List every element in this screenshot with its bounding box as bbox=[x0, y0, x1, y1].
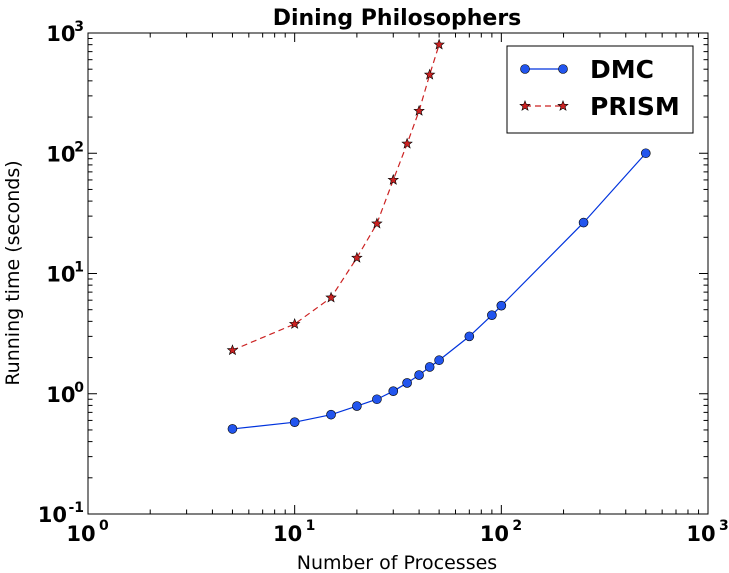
x-tick-label: 10 bbox=[66, 522, 95, 546]
x-tick-base: 10 bbox=[480, 522, 509, 546]
x-axis-label: Number of Processes bbox=[297, 552, 497, 573]
x-tick-exponent: 3 bbox=[719, 518, 729, 534]
data-point-dmc bbox=[372, 394, 382, 405]
data-point-dmc bbox=[496, 300, 507, 311]
legend-label-prism: PRISM bbox=[590, 92, 680, 121]
plot-series bbox=[226, 38, 651, 434]
legend: DMC PRISM bbox=[506, 45, 694, 134]
legend-box bbox=[506, 45, 694, 134]
x-tick-label: 10 bbox=[686, 522, 715, 546]
x-tick-base: 10 bbox=[686, 522, 715, 546]
data-point-dmc bbox=[424, 362, 435, 372]
data-point-prism bbox=[387, 173, 400, 185]
x-tick-label: 10 bbox=[273, 522, 302, 546]
data-point-prism bbox=[371, 217, 383, 229]
data-point-dmc bbox=[227, 424, 238, 434]
x-tick-label: 10 bbox=[480, 522, 509, 546]
legend-marker-prism bbox=[557, 99, 569, 111]
y-tick-exponent: -1 bbox=[68, 500, 84, 516]
y-tick-base: 10 bbox=[38, 503, 67, 527]
data-point-prism bbox=[401, 137, 413, 149]
legend-marker-dmc bbox=[520, 64, 530, 74]
data-point-dmc bbox=[388, 386, 399, 397]
y-tick-base: 10 bbox=[46, 142, 75, 166]
data-point-dmc bbox=[326, 409, 336, 420]
y-tick-exponent: 2 bbox=[74, 139, 84, 155]
data-point-dmc bbox=[402, 378, 412, 388]
data-point-dmc bbox=[414, 370, 424, 380]
data-point-prism bbox=[423, 68, 436, 80]
legend-marker-prism bbox=[519, 99, 531, 111]
x-tick-base: 10 bbox=[66, 522, 95, 546]
data-point-dmc bbox=[640, 148, 651, 159]
legend-label-dmc: DMC bbox=[590, 55, 654, 84]
y-tick-exponent: 3 bbox=[74, 19, 84, 35]
series-dmc bbox=[227, 148, 651, 434]
y-tick-base: 10 bbox=[46, 383, 75, 407]
y-tick-exponent: 1 bbox=[74, 260, 84, 276]
x-tick-exponent: 0 bbox=[99, 518, 109, 534]
y-tick-base: 10 bbox=[46, 22, 75, 46]
x-tick-exponent: 1 bbox=[306, 518, 316, 534]
x-tick-base: 10 bbox=[273, 522, 302, 546]
data-point-prism bbox=[413, 104, 425, 116]
y-tick-base: 10 bbox=[46, 263, 75, 287]
y-tick-exponent: 0 bbox=[74, 380, 84, 396]
plot-frame bbox=[87, 32, 709, 515]
series-line-dmc bbox=[232, 152, 647, 430]
x-tick-exponent: 2 bbox=[512, 518, 522, 534]
y-axis-label: Running time (seconds) bbox=[2, 160, 24, 385]
series-prism bbox=[226, 38, 445, 356]
data-point-prism bbox=[325, 291, 337, 303]
legend-marker-dmc bbox=[558, 64, 568, 74]
data-point-dmc bbox=[289, 417, 300, 427]
data-point-prism bbox=[433, 38, 445, 50]
data-point-prism bbox=[351, 251, 363, 263]
data-point-dmc bbox=[464, 331, 475, 342]
chart-title: Dining Philosophers bbox=[273, 6, 522, 31]
data-point-dmc bbox=[578, 217, 589, 228]
data-point-dmc bbox=[487, 310, 497, 321]
data-point-dmc bbox=[434, 355, 444, 366]
data-point-prism bbox=[288, 317, 301, 329]
data-point-dmc bbox=[352, 401, 362, 411]
series-line-prism bbox=[232, 44, 440, 351]
data-point-prism bbox=[226, 344, 239, 356]
